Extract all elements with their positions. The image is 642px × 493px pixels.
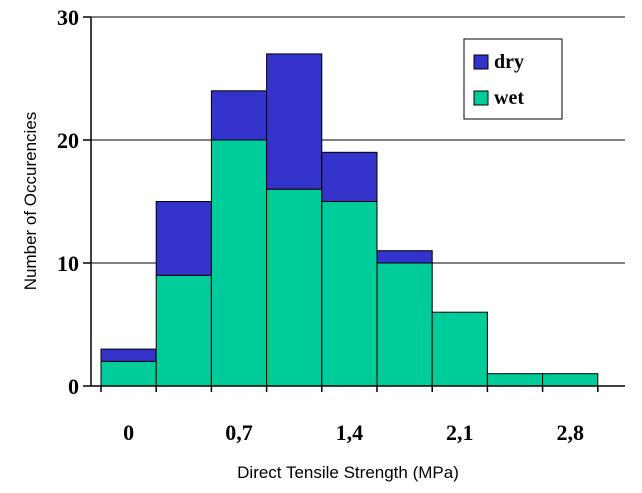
legend: dry wet: [463, 38, 563, 120]
y-axis-label: Number of Occurencies: [21, 112, 40, 291]
bars: [100, 53, 599, 387]
bar-dry: [155, 201, 212, 276]
legend-box: [463, 38, 563, 120]
bar-wet: [321, 201, 378, 387]
bar-wet: [100, 360, 157, 387]
x-tick-labels: 0 0,7 1,4 2,1 2,8: [123, 420, 584, 445]
y-tick-label: 30: [57, 5, 79, 30]
y-tick-label: 20: [57, 128, 79, 153]
legend-label-dry: dry: [494, 51, 524, 73]
bar-dry: [376, 250, 433, 264]
legend-swatch-wet: [473, 90, 489, 106]
y-tick-label: 10: [57, 251, 79, 276]
x-axis-label: Direct Tensile Strength (MPa): [237, 463, 459, 482]
bar-dry: [210, 90, 268, 141]
y-tick-label: 0: [68, 374, 79, 399]
x-tick-label: 1,4: [336, 420, 364, 445]
bar-wet: [486, 373, 544, 387]
axes: [83, 16, 625, 392]
y-tick-labels: 0 10 20 30: [57, 5, 79, 399]
x-tick-label: 2,1: [446, 420, 474, 445]
legend-label-wet: wet: [494, 87, 524, 109]
bar-wet: [155, 274, 212, 387]
bar-wet: [376, 262, 433, 387]
x-tick-label: 2,8: [556, 420, 584, 445]
bar-dry: [321, 151, 378, 203]
bar-wet: [210, 139, 268, 387]
bar-dry: [266, 53, 323, 190]
bar-wet: [266, 188, 323, 387]
bar-dry: [100, 348, 157, 362]
x-tick-label: 0: [123, 420, 134, 445]
bar-wet: [431, 311, 488, 387]
x-tick-label: 0,7: [225, 420, 253, 445]
legend-swatch-dry: [473, 54, 489, 70]
bar-wet: [542, 373, 599, 387]
